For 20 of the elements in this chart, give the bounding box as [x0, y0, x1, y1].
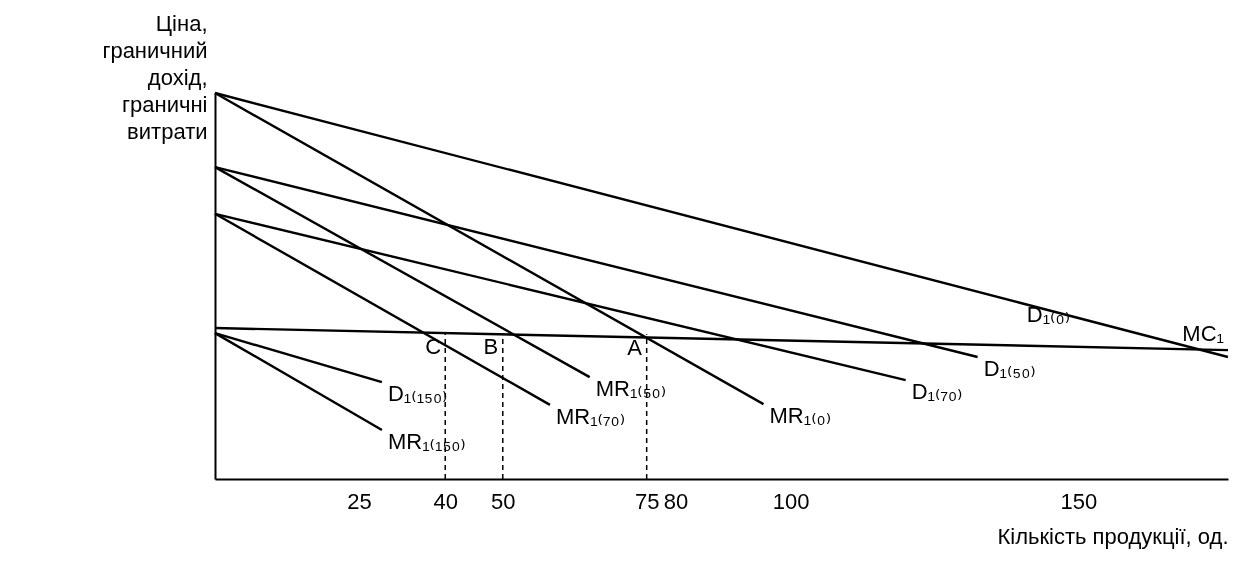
- series-label: MR₁₍₁₅₀₎: [387, 428, 466, 454]
- x-tick-label: 75: [634, 488, 660, 514]
- x-axis-title: Кількість продукції, од.: [997, 523, 1229, 549]
- x-tick-label: 150: [1060, 488, 1098, 514]
- x-tick-label: 80: [663, 488, 689, 514]
- series-label: D₁₍₅₀₎: [983, 356, 1036, 382]
- x-tick-label: 50: [491, 488, 516, 514]
- series-label: D₁₍₇₀₎: [911, 379, 963, 405]
- series-label: MC₁: [1182, 321, 1224, 347]
- series-label: MR₁₍₇₀₎: [555, 403, 626, 429]
- x-tick-label: 100: [772, 488, 810, 514]
- x-tick-label: 40: [433, 488, 458, 514]
- series-label: MR₁₍₅₀₎: [595, 376, 667, 402]
- y-axis-title: Ціна, граничний дохід, граничні витрати: [102, 10, 208, 144]
- x-tick-label: 25: [347, 488, 372, 514]
- series-label: D₁₍₁₅₀₎: [387, 381, 448, 407]
- annotation: B: [483, 334, 499, 360]
- series-label: MR₁₍₀₎: [769, 403, 832, 429]
- series-label: D₁₍₀₎: [1026, 301, 1071, 327]
- annotation: A: [627, 335, 643, 361]
